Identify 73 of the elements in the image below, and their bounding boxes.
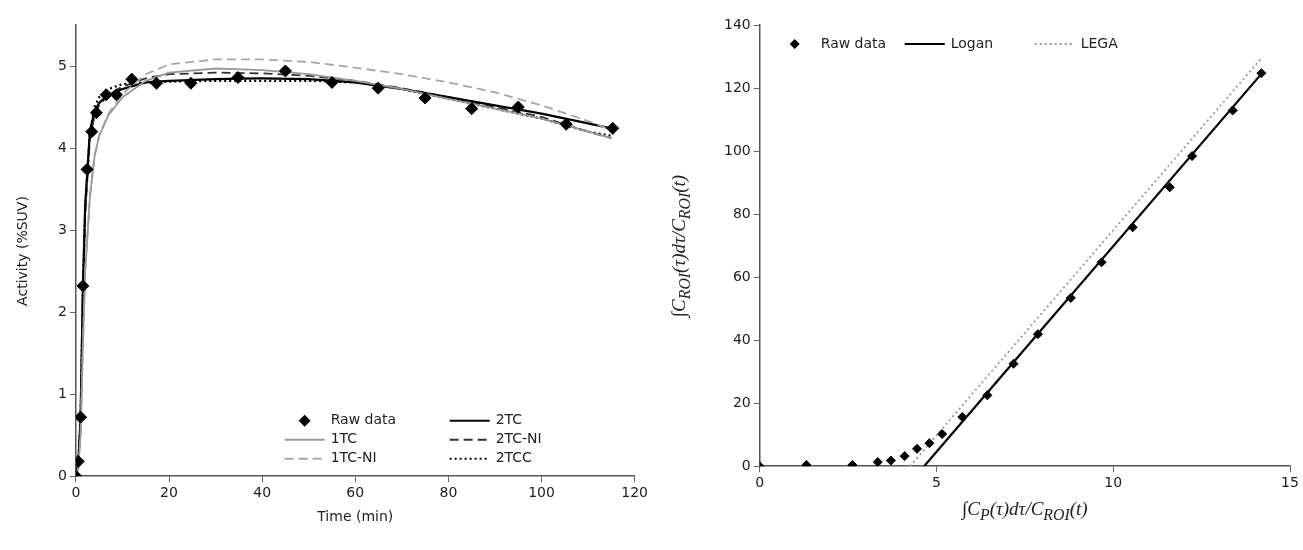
point [982,390,993,401]
point [1164,182,1175,193]
legend-label: 2TC [495,411,523,428]
point [371,81,385,95]
point [184,76,198,90]
point [924,438,935,449]
y-tick-label: 20 [732,393,751,410]
point [1227,105,1238,116]
point [278,64,292,78]
x-axis-title: Time (min) [317,508,394,525]
point [899,451,910,462]
point [1032,329,1043,340]
x-tick-label: 0 [755,474,765,491]
point [418,91,432,105]
point [937,429,948,440]
point [80,162,94,176]
x-tick-label: 120 [621,484,649,501]
y-tick-label: 3 [57,220,67,237]
y-tick-label: 60 [732,267,751,284]
legend-label: Raw data [330,411,397,428]
point [76,279,90,293]
x-tick-label: 100 [528,484,555,501]
point [1008,358,1019,369]
point [872,457,883,467]
point [109,88,123,102]
y-axis-title: Activity (%SUV) [14,195,30,306]
y-tick-label: 100 [723,141,751,158]
point [325,75,339,89]
y-tick-label: 40 [732,330,751,347]
legend-label: 2TC-NI [495,430,542,447]
legend-label: 1TC-NI [330,449,377,466]
point [559,117,573,131]
y-tick-label: 140 [723,15,751,32]
point [1065,292,1076,303]
point [99,88,113,102]
point [89,106,103,120]
y-tick-label: 80 [732,204,751,221]
legend-label: 2TCC [495,449,533,466]
point [1187,151,1198,162]
point [606,121,620,135]
y-tick-label: 0 [741,456,751,473]
x-tick-label: 40 [253,484,272,501]
point [75,410,88,424]
legend-label: LEGA [1080,34,1119,51]
x-tick-label: 0 [71,484,81,501]
x-tick-label: 80 [439,484,458,501]
point [231,71,245,84]
y-tick-label: 5 [57,56,67,73]
point [511,100,525,114]
x-tick-label: 20 [160,484,178,501]
x-tick-label: 15 [1281,474,1299,491]
point [465,102,479,116]
point [125,72,139,86]
legend-label: Raw data [820,34,887,51]
point [149,76,163,90]
point [885,455,896,466]
y-tick-label: 2 [57,302,67,319]
point [1127,222,1138,233]
x-tick-label: 60 [346,484,365,501]
point [912,443,923,454]
y-tick-label: 120 [723,78,751,95]
point [801,459,812,467]
point [1096,257,1107,268]
y-tick-label: 4 [57,138,67,155]
y-tick-label: 1 [57,384,67,401]
x-tick-label: 5 [932,474,941,491]
legend-label: Logan [950,34,994,51]
x-axis-title: ∫C$_{P}$(τ)dτ/C$_{ROI}$(t) [962,498,1088,524]
legend-label: 1TC [330,430,358,447]
point [85,125,99,139]
point [847,459,858,467]
x-tick-label: 10 [1104,474,1123,491]
point [1256,68,1267,79]
